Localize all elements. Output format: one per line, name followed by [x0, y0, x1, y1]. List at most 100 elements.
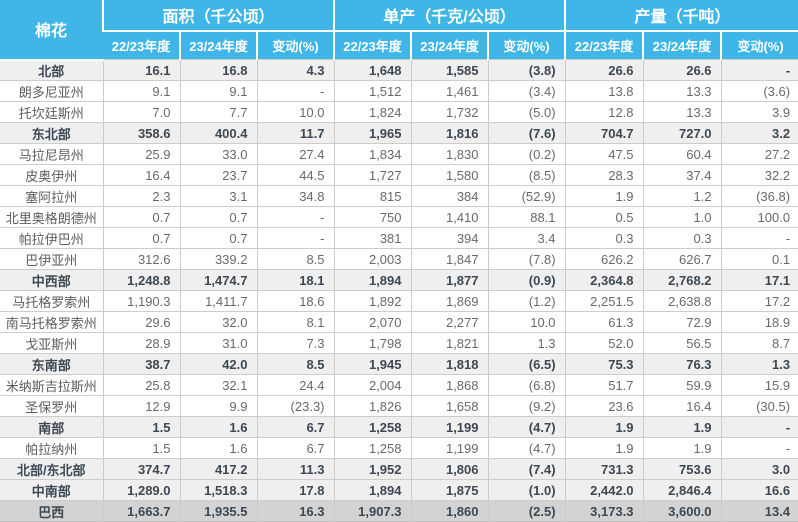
cell-value: 18.6	[256, 290, 335, 312]
cell-value: 626.7	[642, 248, 722, 270]
table-row: 米纳斯吉拉斯州 25.8 32.1 24.4 2,004 1,868 (6.8) 51.7 59…	[0, 374, 798, 396]
table-row: 北里奥格朗德州 0.7 0.7-750 1,410 88.1 0.5 1.0 100.0	[0, 206, 798, 228]
row-label: 马拉尼昂州	[0, 143, 103, 165]
table-row: 中南部 1,289.0 1,518.3 17.8 1,894 1,875 (1.0) 2,44…	[0, 479, 798, 501]
row-label: 托坎廷斯州	[0, 101, 103, 123]
cell-value: 1,907.3	[333, 500, 412, 522]
row-label: 帕拉伊巴州	[0, 227, 103, 249]
cell-value: 61.3	[564, 311, 644, 333]
row-label: 巴西	[0, 500, 103, 522]
cell-value: 2.3	[102, 185, 180, 207]
cell-value: 1.6	[179, 416, 257, 438]
cell-value: (3.6)	[720, 80, 798, 102]
cell-value: 339.2	[179, 248, 257, 270]
cell-value: 1,199	[410, 437, 489, 459]
cell-value: 32.2	[720, 164, 798, 186]
row-label: 北部/东北部	[0, 458, 103, 480]
table-row: 南部 1.5 1.6 6.7 1,258 1,199 (4.7) 1.9 1.9-	[0, 416, 798, 438]
cell-value: -	[256, 80, 335, 102]
cell-value: (9.2)	[487, 395, 566, 417]
row-label: 皮奥伊州	[0, 164, 103, 186]
cell-value: -	[720, 227, 798, 249]
cell-value: 1.5	[102, 416, 180, 438]
row-label: 中西部	[0, 269, 103, 291]
table-row: 朗多尼亚州 9.1 9.1-1,512 1,461 (3.4) 13.8 13.3 (3.6)	[0, 80, 798, 102]
cell-value: 1,821	[410, 332, 489, 354]
cell-value: 1.9	[564, 416, 644, 438]
cell-value: 3.4	[487, 227, 566, 249]
cell-value: 1,190.3	[102, 290, 180, 312]
cell-value: 23.7	[179, 164, 257, 186]
subheader-production-2223: 22/23年度	[564, 31, 644, 60]
row-label: 巴伊亚州	[0, 248, 103, 270]
cell-value: 6.7	[256, 437, 335, 459]
cell-value: 1.9	[642, 416, 722, 438]
cell-value: (1.0)	[487, 479, 566, 501]
cell-value: 38.7	[102, 353, 180, 375]
cell-value: 2,768.2	[642, 269, 722, 291]
cell-value: 15.9	[720, 374, 798, 396]
cell-value: 37.4	[642, 164, 722, 186]
cell-value: 0.5	[564, 206, 644, 228]
cell-value: 1,248.8	[102, 269, 180, 291]
cell-value: 384	[410, 185, 489, 207]
cell-value: 7.7	[179, 101, 257, 123]
cell-value: (8.5)	[487, 164, 566, 186]
cell-value: 1,875	[410, 479, 489, 501]
cell-value: 44.5	[256, 164, 335, 186]
table-row: 塞阿拉州 2.3 3.1 34.8 815 384 (52.9) 1.9 1.2 (36.8)	[0, 185, 798, 207]
cell-value: 2,364.8	[564, 269, 644, 291]
header-group-row: 棉花 面积（千公顷） 单产（千克/公顷） 产量（千吨）	[0, 0, 798, 61]
cell-value: -	[720, 416, 798, 438]
cell-value: (3.8)	[487, 59, 566, 81]
cell-value: 1,663.7	[102, 500, 180, 522]
cell-value: 1,580	[410, 164, 489, 186]
table-row: 圣保罗州 12.9 9.9 (23.3) 1,826 1,658 (9.2) 23.6 16.4…	[0, 395, 798, 417]
cell-value: 1,834	[333, 143, 412, 165]
cell-value: 750	[333, 206, 412, 228]
cell-value: 374.7	[102, 458, 180, 480]
cell-value: 16.4	[102, 164, 180, 186]
row-label: 中南部	[0, 479, 103, 501]
cell-value: 1,847	[410, 248, 489, 270]
cell-value: 1,658	[410, 395, 489, 417]
cell-value: 1,892	[333, 290, 412, 312]
row-label: 米纳斯吉拉斯州	[0, 374, 103, 396]
cell-value: 72.9	[642, 311, 722, 333]
table-row: 北部/东北部 374.7 417.2 11.3 1,952 1,806 (7.4) 731.3…	[0, 458, 798, 480]
header-sub-row: 22/23年度 23/24年度 变动(%) 22/23年度 23/24年度 变动…	[0, 31, 798, 60]
subheader-area-2324: 23/24年度	[179, 31, 257, 60]
table-row: 东南部 38.7 42.0 8.5 1,945 1,818 (6.5) 75.3 76.3 1.3	[0, 353, 798, 375]
cell-value: 1.2	[642, 185, 722, 207]
cell-value: 24.4	[256, 374, 335, 396]
subheader-yield-2324: 23/24年度	[410, 31, 489, 60]
cell-value: 394	[410, 227, 489, 249]
table-row: 帕拉纳州 1.5 1.6 6.7 1,258 1,199 (4.7) 1.9 1.9-	[0, 437, 798, 459]
cell-value: -	[256, 227, 335, 249]
cell-value: 16.4	[642, 395, 722, 417]
cell-value: 56.5	[642, 332, 722, 354]
cell-value: 0.3	[564, 227, 644, 249]
cell-value: 2,638.8	[642, 290, 722, 312]
column-group-production: 产量（千吨）	[564, 0, 798, 32]
cell-value: 9.1	[102, 80, 180, 102]
cell-value: 1,199	[410, 416, 489, 438]
cell-value: 1,868	[410, 374, 489, 396]
cell-value: 1,952	[333, 458, 412, 480]
cell-value: 16.8	[179, 59, 257, 81]
cell-value: 100.0	[720, 206, 798, 228]
row-label: 东南部	[0, 353, 103, 375]
cell-value: (5.0)	[487, 101, 566, 123]
cell-value: (7.6)	[487, 122, 566, 144]
cell-value: 753.6	[642, 458, 722, 480]
cell-value: 1,869	[410, 290, 489, 312]
cell-value: 32.1	[179, 374, 257, 396]
cell-value: 8.5	[256, 248, 335, 270]
cell-value: (4.7)	[487, 437, 566, 459]
cell-value: 727.0	[642, 122, 722, 144]
cell-value: (4.7)	[487, 416, 566, 438]
cell-value: 25.9	[102, 143, 180, 165]
cell-value: 1.9	[642, 437, 722, 459]
cell-value: 312.6	[102, 248, 180, 270]
row-label: 北里奥格朗德州	[0, 206, 103, 228]
